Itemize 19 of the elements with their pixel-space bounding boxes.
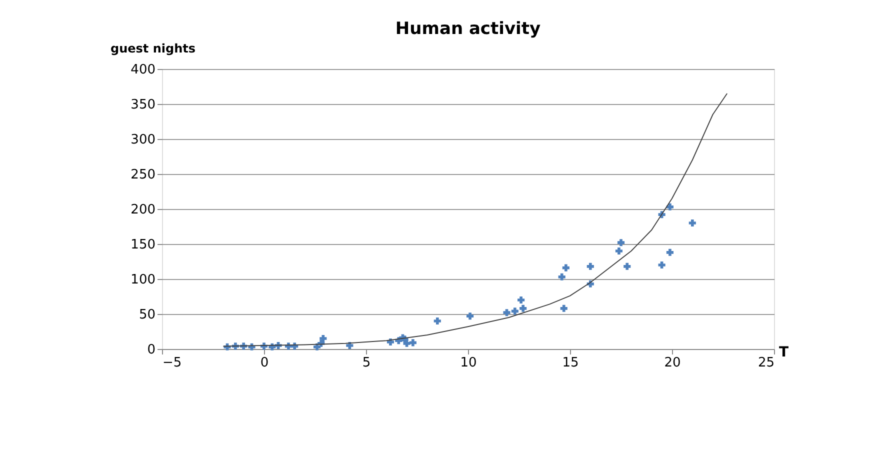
y-tick-label: 250 bbox=[130, 168, 156, 182]
x-tick-label: 15 bbox=[562, 356, 579, 370]
x-tick-label: 10 bbox=[460, 356, 477, 370]
y-tick-label: 100 bbox=[130, 272, 156, 288]
y-tick-label: 350 bbox=[130, 98, 156, 112]
x-axis-title: T bbox=[778, 344, 789, 360]
y-tick-label: 0 bbox=[147, 342, 156, 358]
x-tick-label: −5 bbox=[162, 356, 182, 370]
x-tick-label: 25 bbox=[758, 356, 774, 370]
y-tick-label: 400 bbox=[130, 62, 156, 78]
y-tick-label: 300 bbox=[130, 132, 156, 148]
chart-title: Human activity bbox=[395, 19, 541, 39]
y-tick-label: 150 bbox=[130, 238, 156, 252]
y-tick-label: 200 bbox=[130, 202, 156, 218]
y-axis-title: guest nights bbox=[110, 42, 196, 56]
x-tick-label: 20 bbox=[664, 356, 681, 370]
x-tick-label: 5 bbox=[362, 356, 371, 370]
x-tick-label: 0 bbox=[260, 356, 269, 370]
y-tick-label: 50 bbox=[138, 308, 156, 322]
